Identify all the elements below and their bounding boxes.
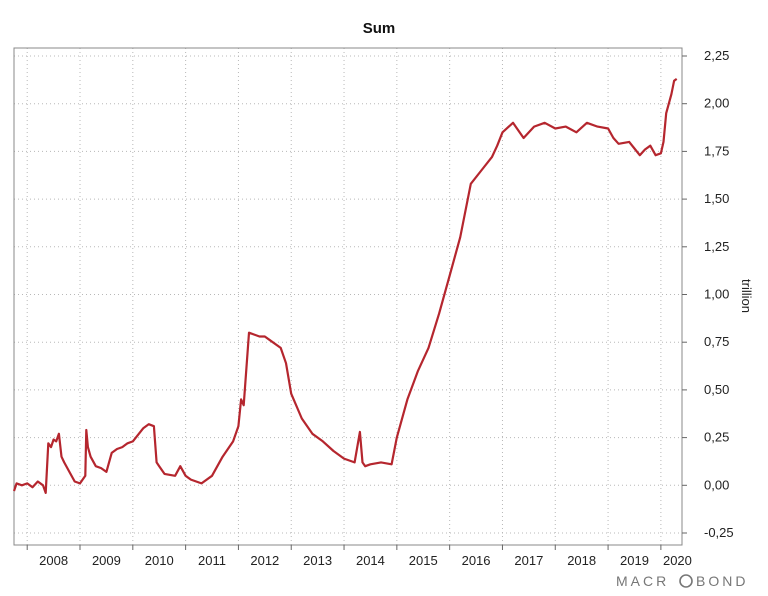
y-tick-label: 0,75	[704, 334, 729, 349]
x-tick-label: 2008	[39, 553, 68, 568]
x-tick-label: 2015	[409, 553, 438, 568]
y-tick-label: 2,00	[704, 96, 729, 111]
series-line	[12, 78, 678, 494]
brand-logo: MACR BOND	[616, 573, 748, 589]
x-tick-label: 2020	[663, 553, 692, 568]
brand-text-end: BOND	[696, 573, 748, 589]
plot-frame	[13, 47, 683, 546]
y-tick-label: 1,75	[704, 143, 729, 158]
x-tick-label: 2011	[198, 553, 226, 568]
x-tick-label: 2014	[356, 553, 385, 568]
grid	[14, 48, 682, 545]
y-tick-label: 1,25	[704, 239, 729, 254]
x-tick-label: 2016	[462, 553, 491, 568]
series-layer	[12, 78, 678, 494]
brand-text-start: MACR	[616, 573, 669, 589]
x-tick-label: 2009	[92, 553, 121, 568]
brand-o-icon	[679, 574, 693, 588]
y-tick-label: 2,25	[704, 48, 729, 63]
chart-title: Sum	[363, 20, 396, 37]
x-tick-label: 2017	[514, 553, 543, 568]
x-axis: 2008 2009 2010 2011 2012 2013 2014 2015 2016 2017…	[26, 545, 692, 568]
x-tick-label: 2012	[250, 553, 279, 568]
y-axis: 2,25 2,00 1,75 1,50 1,25 1,00 0,75 0,50 0,25 0,00…	[682, 48, 734, 540]
x-tick-label: 2010	[145, 553, 174, 568]
x-tick-label: 2019	[620, 553, 649, 568]
y-tick-label: 1,50	[704, 191, 729, 206]
y-tick-label: 0,25	[704, 430, 729, 445]
y-tick-label: -0,25	[704, 525, 734, 540]
y-axis-label: trillion	[739, 279, 754, 313]
y-tick-label: 1,00	[704, 287, 729, 302]
x-tick-label: 2018	[567, 553, 596, 568]
x-tick-label: 2013	[303, 553, 332, 568]
y-tick-label: 0,00	[704, 477, 729, 492]
y-tick-label: 0,50	[704, 382, 729, 397]
